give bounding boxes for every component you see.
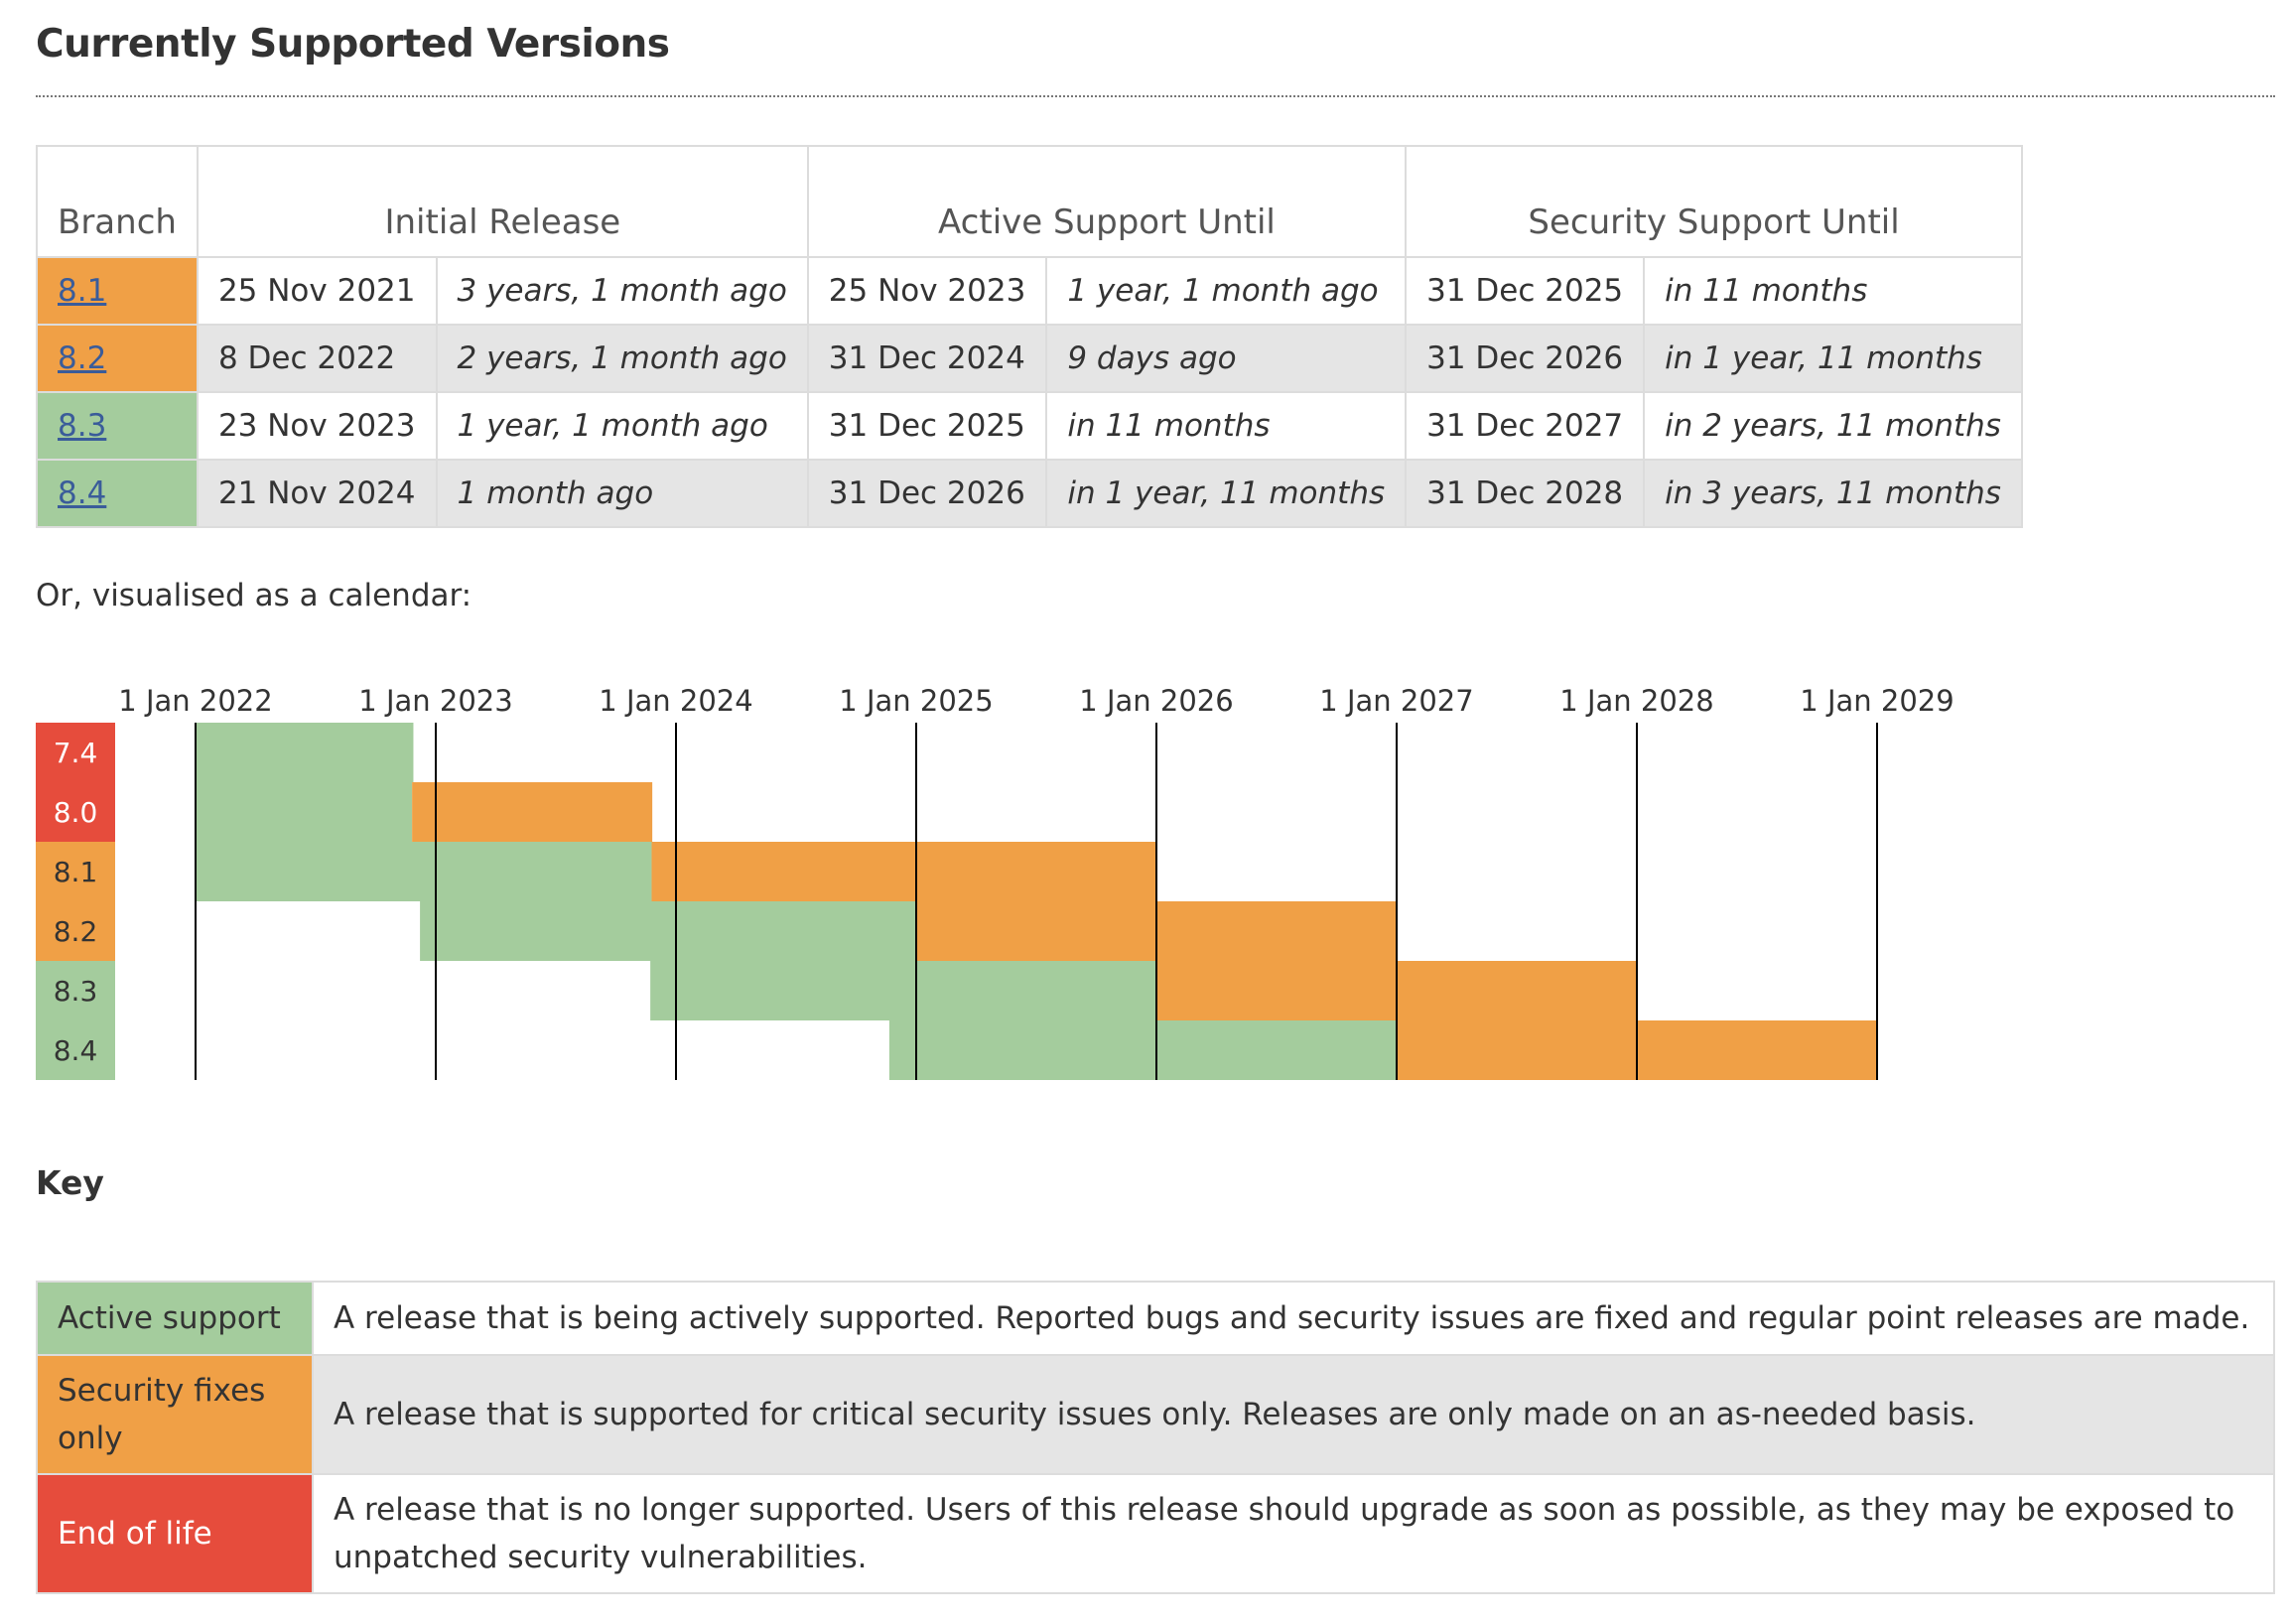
calendar-branch-label-bg: [36, 961, 115, 1020]
table-header-row: Branch Initial Release Active Support Un…: [36, 145, 2023, 258]
calendar-branch-label-bg: [36, 723, 115, 782]
title-divider: [36, 95, 2275, 97]
calendar-year-label: 1 Jan 2024: [599, 684, 752, 718]
calendar-security-bar: [651, 842, 1156, 901]
key-label: End of life: [36, 1473, 314, 1594]
initial-relative: 1 month ago: [435, 459, 809, 528]
security-relative: in 3 years, 11 months: [1643, 459, 2023, 528]
key-label: Active support: [36, 1281, 314, 1356]
table-row: 8.3 23 Nov 2023 1 year, 1 month ago 31 D…: [36, 391, 2023, 461]
security-date: 31 Dec 2028: [1405, 459, 1646, 528]
security-relative: in 2 years, 11 months: [1643, 391, 2023, 461]
calendar-year-label: 1 Jan 2025: [839, 684, 993, 718]
key-description: A release that is being actively support…: [312, 1281, 2275, 1356]
active-date: 31 Dec 2026: [806, 459, 1048, 528]
calendar-year-label: 1 Jan 2022: [118, 684, 272, 718]
branch-cell: 8.3: [36, 391, 199, 461]
active-date: 25 Nov 2023: [806, 256, 1048, 326]
calendar-active-bar: [420, 901, 916, 961]
key-row: Security fixes only A release that is su…: [36, 1354, 2275, 1475]
calendar-year-label: 1 Jan 2029: [1800, 684, 1954, 718]
branch-cell: 8.2: [36, 324, 199, 393]
initial-date: 8 Dec 2022: [196, 324, 438, 393]
calendar-active-bar: [196, 723, 414, 782]
key-row: End of life A release that is no longer …: [36, 1473, 2275, 1594]
calendar-branch-label: 8.2: [54, 915, 98, 948]
branch-link[interactable]: 8.1: [58, 273, 107, 309]
calendar-branch-label-bg: [36, 782, 115, 842]
calendar-branch-label-bg: [36, 1020, 115, 1080]
branch-cell: 8.4: [36, 459, 199, 528]
key-table: Active support A release that is being a…: [36, 1281, 2275, 1594]
branch-link[interactable]: 8.3: [58, 408, 107, 444]
initial-relative: 1 year, 1 month ago: [435, 391, 809, 461]
branch-cell: 8.1: [36, 256, 199, 326]
initial-date: 21 Nov 2024: [196, 459, 438, 528]
security-date: 31 Dec 2025: [1405, 256, 1646, 326]
calendar-year-label: 1 Jan 2026: [1079, 684, 1233, 718]
key-description: A release that is supported for critical…: [312, 1354, 2275, 1475]
active-relative: in 11 months: [1045, 391, 1408, 461]
section-title: Currently Supported Versions: [36, 22, 670, 67]
calendar-year-label: 1 Jan 2028: [1559, 684, 1713, 718]
table-row: 8.2 8 Dec 2022 2 years, 1 month ago 31 D…: [36, 324, 2023, 393]
branch-link[interactable]: 8.4: [58, 475, 107, 511]
initial-relative: 3 years, 1 month ago: [435, 256, 809, 326]
calendar-active-bar: [196, 842, 652, 901]
active-date: 31 Dec 2025: [806, 391, 1048, 461]
calendar-branch-label-bg: [36, 901, 115, 961]
calendar-active-bar: [196, 782, 413, 842]
calendar-intro: Or, visualised as a calendar:: [36, 578, 472, 613]
calendar-active-bar: [650, 961, 1156, 1020]
active-relative: in 1 year, 11 months: [1045, 459, 1408, 528]
security-relative: in 1 year, 11 months: [1643, 324, 2023, 393]
calendar-year-label: 1 Jan 2023: [358, 684, 512, 718]
key-label: Security fixes only: [36, 1354, 314, 1475]
calendar-security-bar: [412, 782, 653, 842]
versions-table: Branch Initial Release Active Support Un…: [36, 145, 2023, 528]
table-row: 8.1 25 Nov 2021 3 years, 1 month ago 25 …: [36, 256, 2023, 326]
table-row: 8.4 21 Nov 2024 1 month ago 31 Dec 2026 …: [36, 459, 2023, 528]
calendar-branch-label: 7.4: [54, 737, 98, 769]
security-relative: in 11 months: [1643, 256, 2023, 326]
calendar-branch-label-bg: [36, 842, 115, 901]
active-relative: 9 days ago: [1045, 324, 1408, 393]
initial-relative: 2 years, 1 month ago: [435, 324, 809, 393]
support-calendar: 7.4 8.0 8.1 8.2 8.3 8.4 1 Jan 2022 1 Jan 2023 1 …: [36, 684, 1954, 1080]
active-date: 31 Dec 2024: [806, 324, 1048, 393]
calendar-branch-label: 8.1: [54, 856, 98, 888]
calendar-year-label: 1 Jan 2027: [1319, 684, 1473, 718]
active-relative: 1 year, 1 month ago: [1045, 256, 1408, 326]
header-active-support: Active Support Until: [806, 145, 1408, 258]
calendar-active-bar: [888, 1020, 1397, 1080]
key-row: Active support A release that is being a…: [36, 1281, 2275, 1356]
security-date: 31 Dec 2027: [1405, 391, 1646, 461]
calendar-branch-label: 8.0: [54, 796, 98, 829]
key-description: A release that is no longer supported. U…: [312, 1473, 2275, 1594]
header-initial-release: Initial Release: [196, 145, 809, 258]
branch-link[interactable]: 8.2: [58, 340, 107, 376]
calendar-branch-label: 8.3: [54, 975, 98, 1008]
key-title: Key: [36, 1163, 104, 1202]
header-branch: Branch: [36, 145, 199, 258]
initial-date: 25 Nov 2021: [196, 256, 438, 326]
initial-date: 23 Nov 2023: [196, 391, 438, 461]
header-security-support: Security Support Until: [1405, 145, 2023, 258]
security-date: 31 Dec 2026: [1405, 324, 1646, 393]
calendar-branch-label: 8.4: [54, 1034, 98, 1067]
